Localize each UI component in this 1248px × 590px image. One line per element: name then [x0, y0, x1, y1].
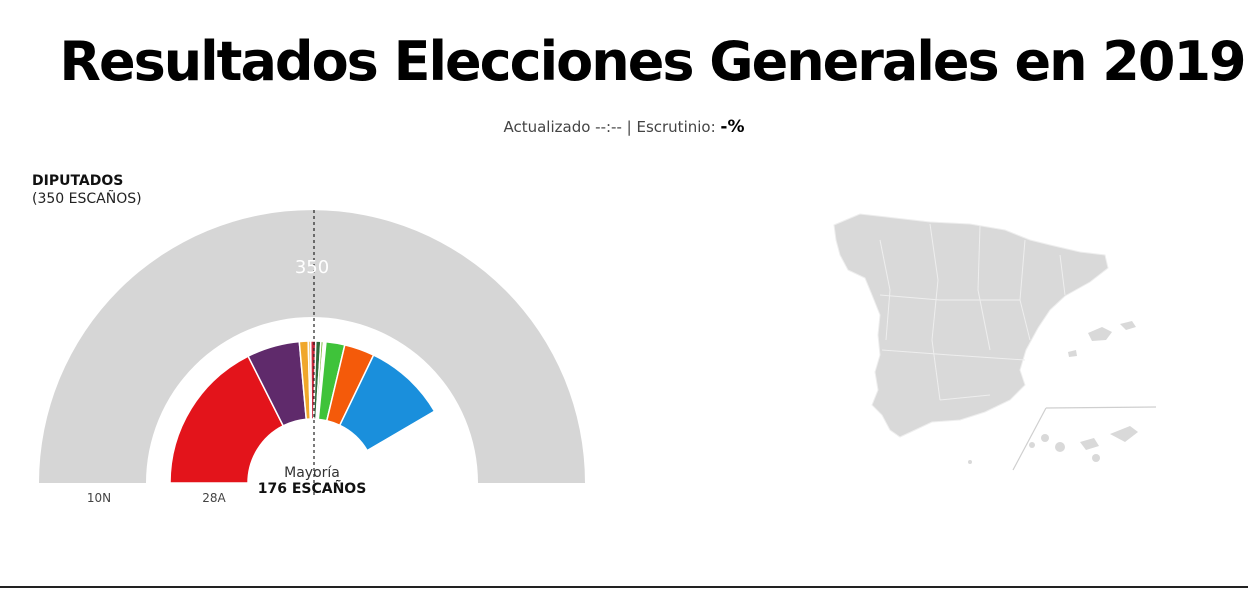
chamber-subtitle: (350 ESCAÑOS)	[32, 191, 142, 207]
chamber-label: DIPUTADOS (350 ESCAÑOS)	[32, 172, 142, 208]
hemicycle-chart: 350 Mayoría 176 ESCAÑOS 10N 28A	[39, 210, 585, 505]
page-title: Resultados Elecciones Generales en 2019	[59, 30, 1246, 93]
canary-inset-frame	[1012, 406, 1157, 471]
scrutiny-value: -%	[720, 117, 745, 137]
chamber-title: DIPUTADOS	[32, 173, 124, 189]
28a-slice-0[interactable]	[169, 355, 285, 484]
updated-label: Actualizado --:-- | Escrutinio:	[503, 118, 716, 136]
ring-outer-label: 10N	[87, 491, 111, 505]
majority-label: Mayoría	[284, 465, 340, 481]
10n-slice-0[interactable]	[39, 210, 585, 484]
canary-islands[interactable]	[1029, 426, 1138, 462]
bottom-rule	[0, 586, 1248, 588]
ceuta-dot	[968, 460, 972, 464]
majority-seats-label: 176 ESCAÑOS	[258, 480, 367, 497]
region-borders	[879, 223, 1066, 401]
balearic-islands[interactable]	[1068, 321, 1136, 357]
spain-map[interactable]	[820, 200, 1170, 480]
28a-slice-12[interactable]	[366, 410, 455, 484]
peninsula-shape[interactable]	[833, 213, 1109, 438]
ring-outer-10n[interactable]	[39, 210, 585, 484]
ring-inner-28a[interactable]	[169, 340, 455, 484]
update-status: Actualizado --:-- | Escrutinio: -%	[0, 117, 1248, 137]
ring-inner-label: 28A	[202, 491, 226, 505]
total-seats-label: 350	[295, 257, 329, 278]
